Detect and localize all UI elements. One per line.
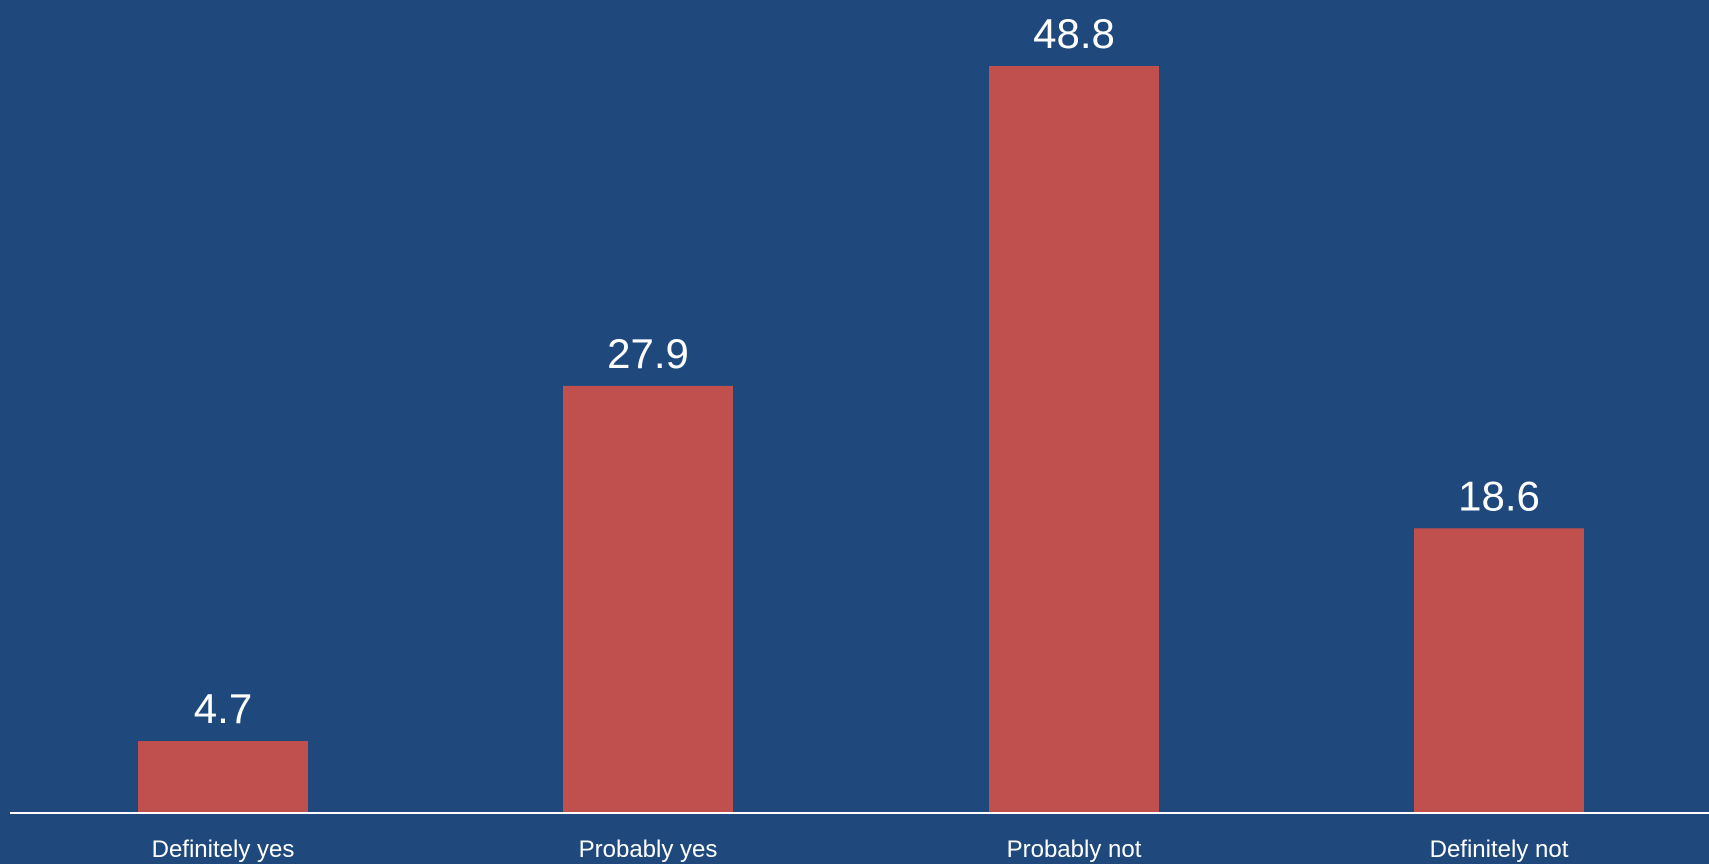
bar-definitely-yes	[138, 741, 308, 813]
category-label-definitely-not: Definitely not	[1430, 836, 1569, 863]
bar-probably-yes	[563, 385, 733, 813]
data-label-probably-yes: 27.9	[607, 330, 689, 377]
bar-probably-not	[989, 66, 1159, 813]
data-label-probably-not: 48.8	[1033, 10, 1115, 57]
data-label-definitely-not: 18.6	[1458, 472, 1540, 519]
bars-layer	[138, 66, 1584, 813]
category-label-probably-yes: Probably yes	[579, 836, 718, 863]
category-label-definitely-yes: Definitely yes	[152, 836, 295, 863]
category-label-probably-not: Probably not	[1007, 836, 1142, 863]
bar-definitely-not	[1414, 528, 1584, 813]
value-labels-layer: 4.7 27.9 48.8 18.6	[194, 10, 1540, 732]
category-labels-layer: Definitely yes Probably yes Probably not De…	[152, 836, 1569, 863]
data-label-definitely-yes: 4.7	[194, 685, 252, 732]
